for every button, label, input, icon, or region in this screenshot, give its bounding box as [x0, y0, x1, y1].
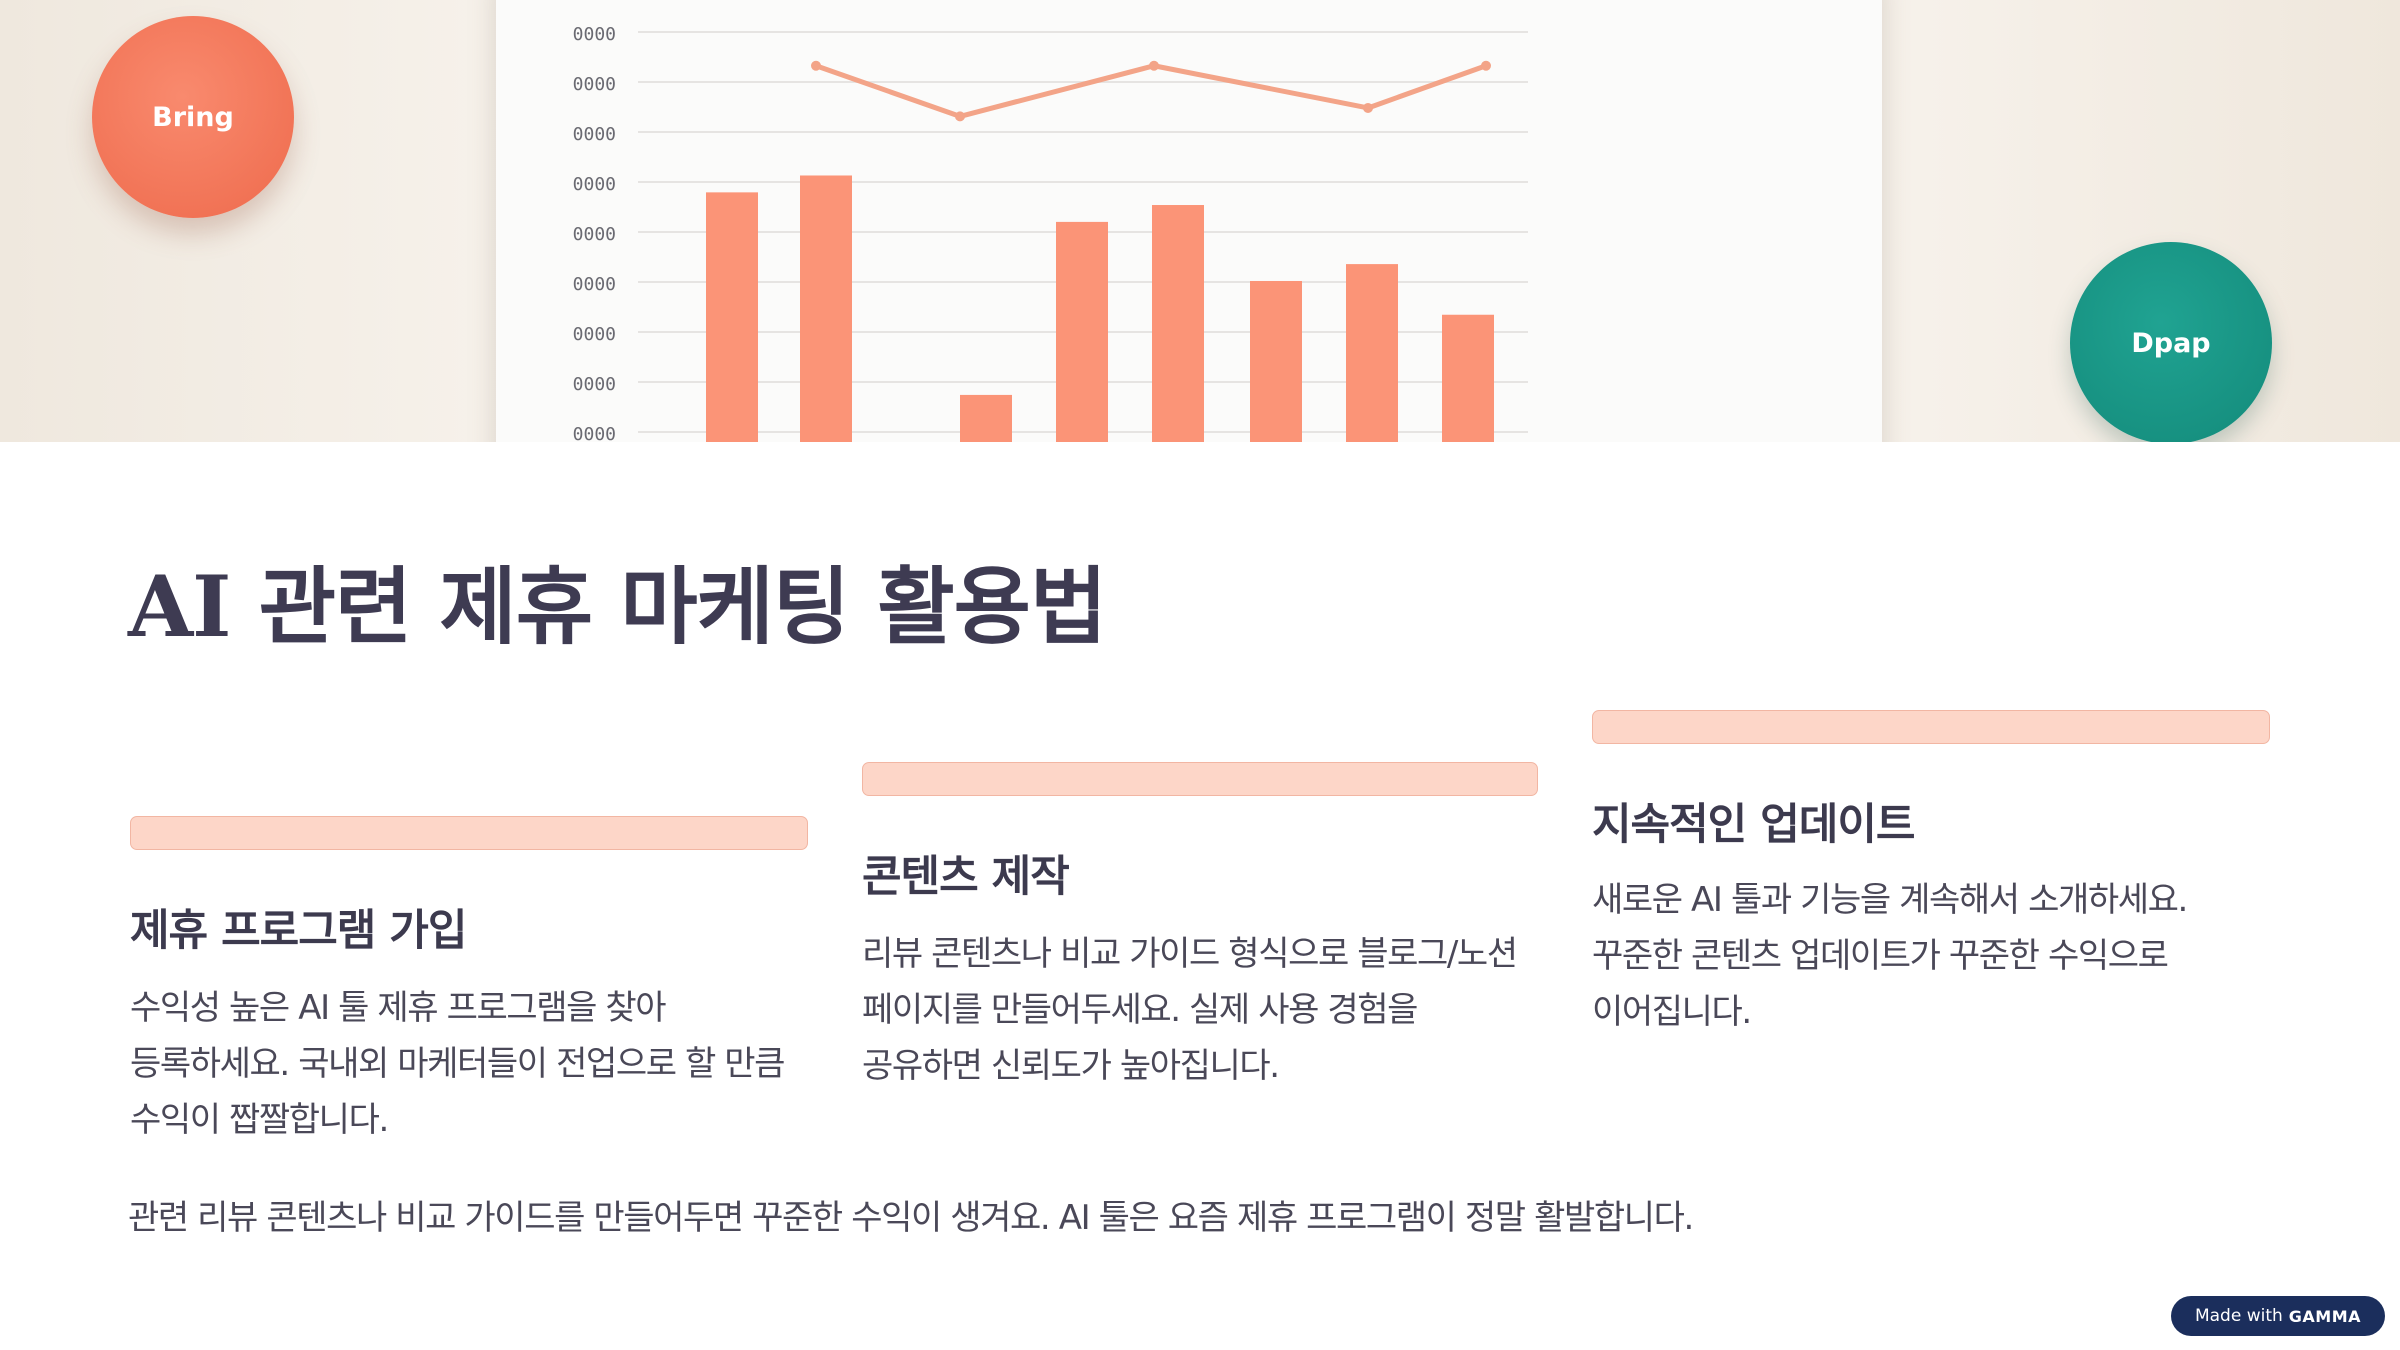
- bubble-right: Dpap: [2070, 242, 2272, 442]
- y-tick-label: 0000: [573, 274, 616, 295]
- page-title: AI 관련 제휴 마케팅 활용법: [128, 557, 1107, 656]
- card-heading-content-creation: 콘텐츠 제작: [862, 852, 1070, 902]
- bar: [800, 175, 852, 442]
- bar: [1152, 205, 1204, 442]
- bubble-left: Bring: [92, 16, 294, 218]
- bar: [706, 192, 758, 442]
- card-body-content-creation: 리뷰 콘텐츠나 비교 가이드 형식으로 블로그/노션 페이지를 만들어두세요. …: [862, 934, 1518, 1086]
- card-body-continuous-update: 새로운 AI 툴과 기능을 계속해서 소개하세요. 꾸준한 콘텐츠 업데이트가 …: [1592, 880, 2188, 1032]
- y-tick-label: 0000: [573, 24, 616, 45]
- made-with-gamma-badge[interactable]: Made with GAMMA: [2171, 1296, 2385, 1336]
- bar: [1056, 221, 1108, 442]
- accent-bar-2: [862, 762, 1538, 796]
- line-point: [811, 60, 821, 71]
- line-point: [1481, 60, 1491, 71]
- hero-image: 0000 0000 0000 0000 0000 0000 0000 0000 0000 Bri…: [0, 0, 2400, 442]
- bar: [1250, 280, 1302, 442]
- gamma-logo: GAMMA: [2288, 1306, 2362, 1326]
- y-tick-label: 0000: [573, 74, 616, 95]
- card-heading-continuous-update: 지속적인 업데이트: [1592, 800, 1915, 850]
- summary-text: 관련 리뷰 콘텐츠나 비교 가이드를 만들어두면 꾸준한 수익이 생겨요. AI…: [128, 1198, 1694, 1238]
- y-tick-label: 0000: [573, 224, 616, 245]
- y-tick-label: 0000: [573, 124, 616, 145]
- y-tick-label: 0000: [573, 424, 616, 442]
- bubble-left-label: Bring: [152, 101, 234, 133]
- y-tick-label: 0000: [573, 174, 616, 195]
- bubble-right-label: Dpap: [2131, 327, 2211, 359]
- card-heading-affiliate-signup: 제휴 프로그램 가입: [130, 906, 467, 956]
- chart-card: 0000 0000 0000 0000 0000 0000 0000 0000 0000: [496, 0, 1882, 442]
- line-series: [813, 63, 1489, 119]
- line-point: [1149, 60, 1159, 71]
- accent-bar-1: [130, 816, 808, 850]
- badge-prefix: Made with: [2194, 1306, 2283, 1326]
- y-tick-label: 0000: [573, 374, 616, 395]
- bar-line-chart: 0000 0000 0000 0000 0000 0000 0000 0000 0000: [573, 24, 1528, 442]
- line-point: [955, 111, 965, 122]
- card-body-affiliate-signup: 수익성 높은 AI 툴 제휴 프로그램을 찾아 등록하세요. 국내외 마케터들이…: [130, 988, 785, 1140]
- line-point: [1363, 102, 1373, 113]
- bar: [960, 394, 1012, 442]
- y-tick-label: 0000: [573, 324, 616, 345]
- bar: [1346, 264, 1398, 442]
- accent-bar-3: [1592, 710, 2270, 744]
- bar: [1442, 314, 1494, 442]
